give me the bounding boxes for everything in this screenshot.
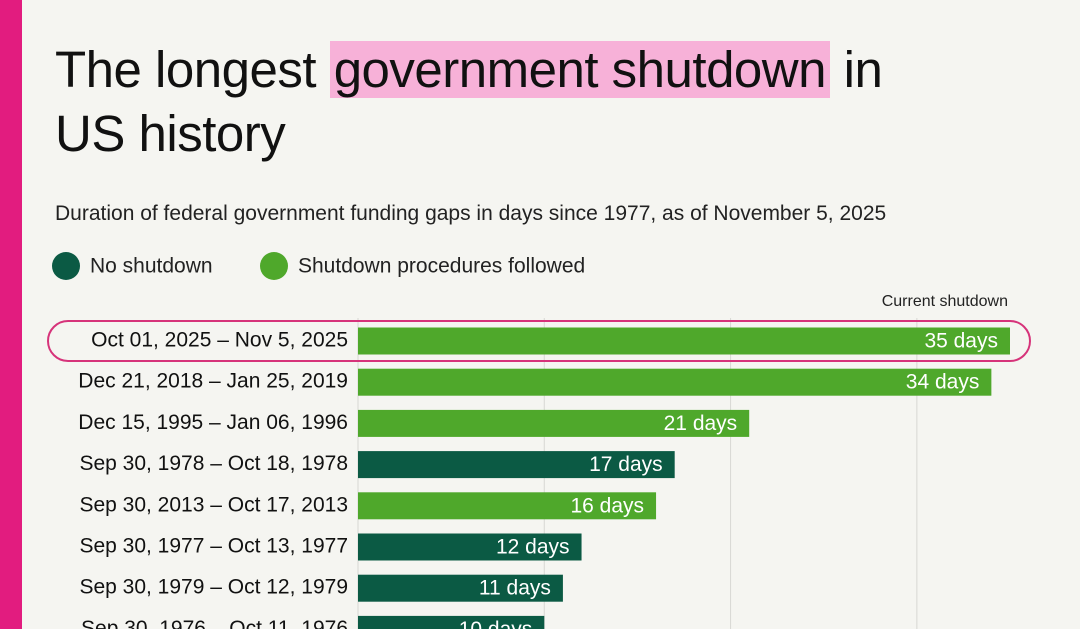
accent-bar [0, 0, 22, 629]
legend-swatch [52, 252, 80, 280]
value-label: 17 days [589, 453, 663, 476]
value-label: 16 days [570, 494, 644, 517]
y-tick-label: Oct 01, 2025 – Nov 5, 2025 [91, 329, 348, 352]
subtitle: Duration of federal government funding g… [55, 202, 887, 225]
legend-swatch [260, 252, 288, 280]
title-line2: US history [55, 105, 286, 162]
bar [358, 533, 582, 561]
value-label: 12 days [496, 536, 570, 559]
bar [358, 368, 992, 396]
y-tick-label: Sep 30, 1976 – Oct 11, 1976 [81, 617, 348, 629]
legend-label: No shutdown [90, 255, 213, 278]
bar [358, 409, 750, 437]
y-tick-label: Sep 30, 1977 – Oct 13, 1977 [79, 535, 348, 558]
y-tick-label: Sep 30, 2013 – Oct 17, 2013 [79, 493, 348, 516]
title-tail: in [843, 41, 883, 98]
title-lead: The longest [55, 41, 317, 98]
y-tick-label: Sep 30, 1979 – Oct 12, 1979 [79, 576, 348, 599]
chart-title: The longest government shutdown in US hi… [55, 38, 883, 166]
value-label: 10 days [459, 618, 533, 629]
bar [358, 451, 675, 479]
value-label: 11 days [479, 577, 551, 600]
bar [358, 574, 563, 602]
value-label: 21 days [664, 412, 738, 435]
y-tick-label: Sep 30, 1978 – Oct 18, 1978 [79, 452, 348, 475]
annotation: Current shutdown [882, 293, 1008, 310]
y-tick-label: Dec 15, 1995 – Jan 06, 1996 [78, 411, 348, 434]
bar [358, 327, 1010, 355]
y-tick-label: Dec 21, 2018 – Jan 25, 2019 [78, 370, 348, 393]
legend-label: Shutdown procedures followed [298, 255, 585, 278]
bar [358, 492, 657, 520]
title-highlight: government shutdown [329, 41, 830, 98]
bar [358, 615, 545, 629]
current-highlight [47, 320, 1031, 362]
value-label: 35 days [924, 330, 998, 353]
value-label: 34 days [906, 371, 980, 394]
